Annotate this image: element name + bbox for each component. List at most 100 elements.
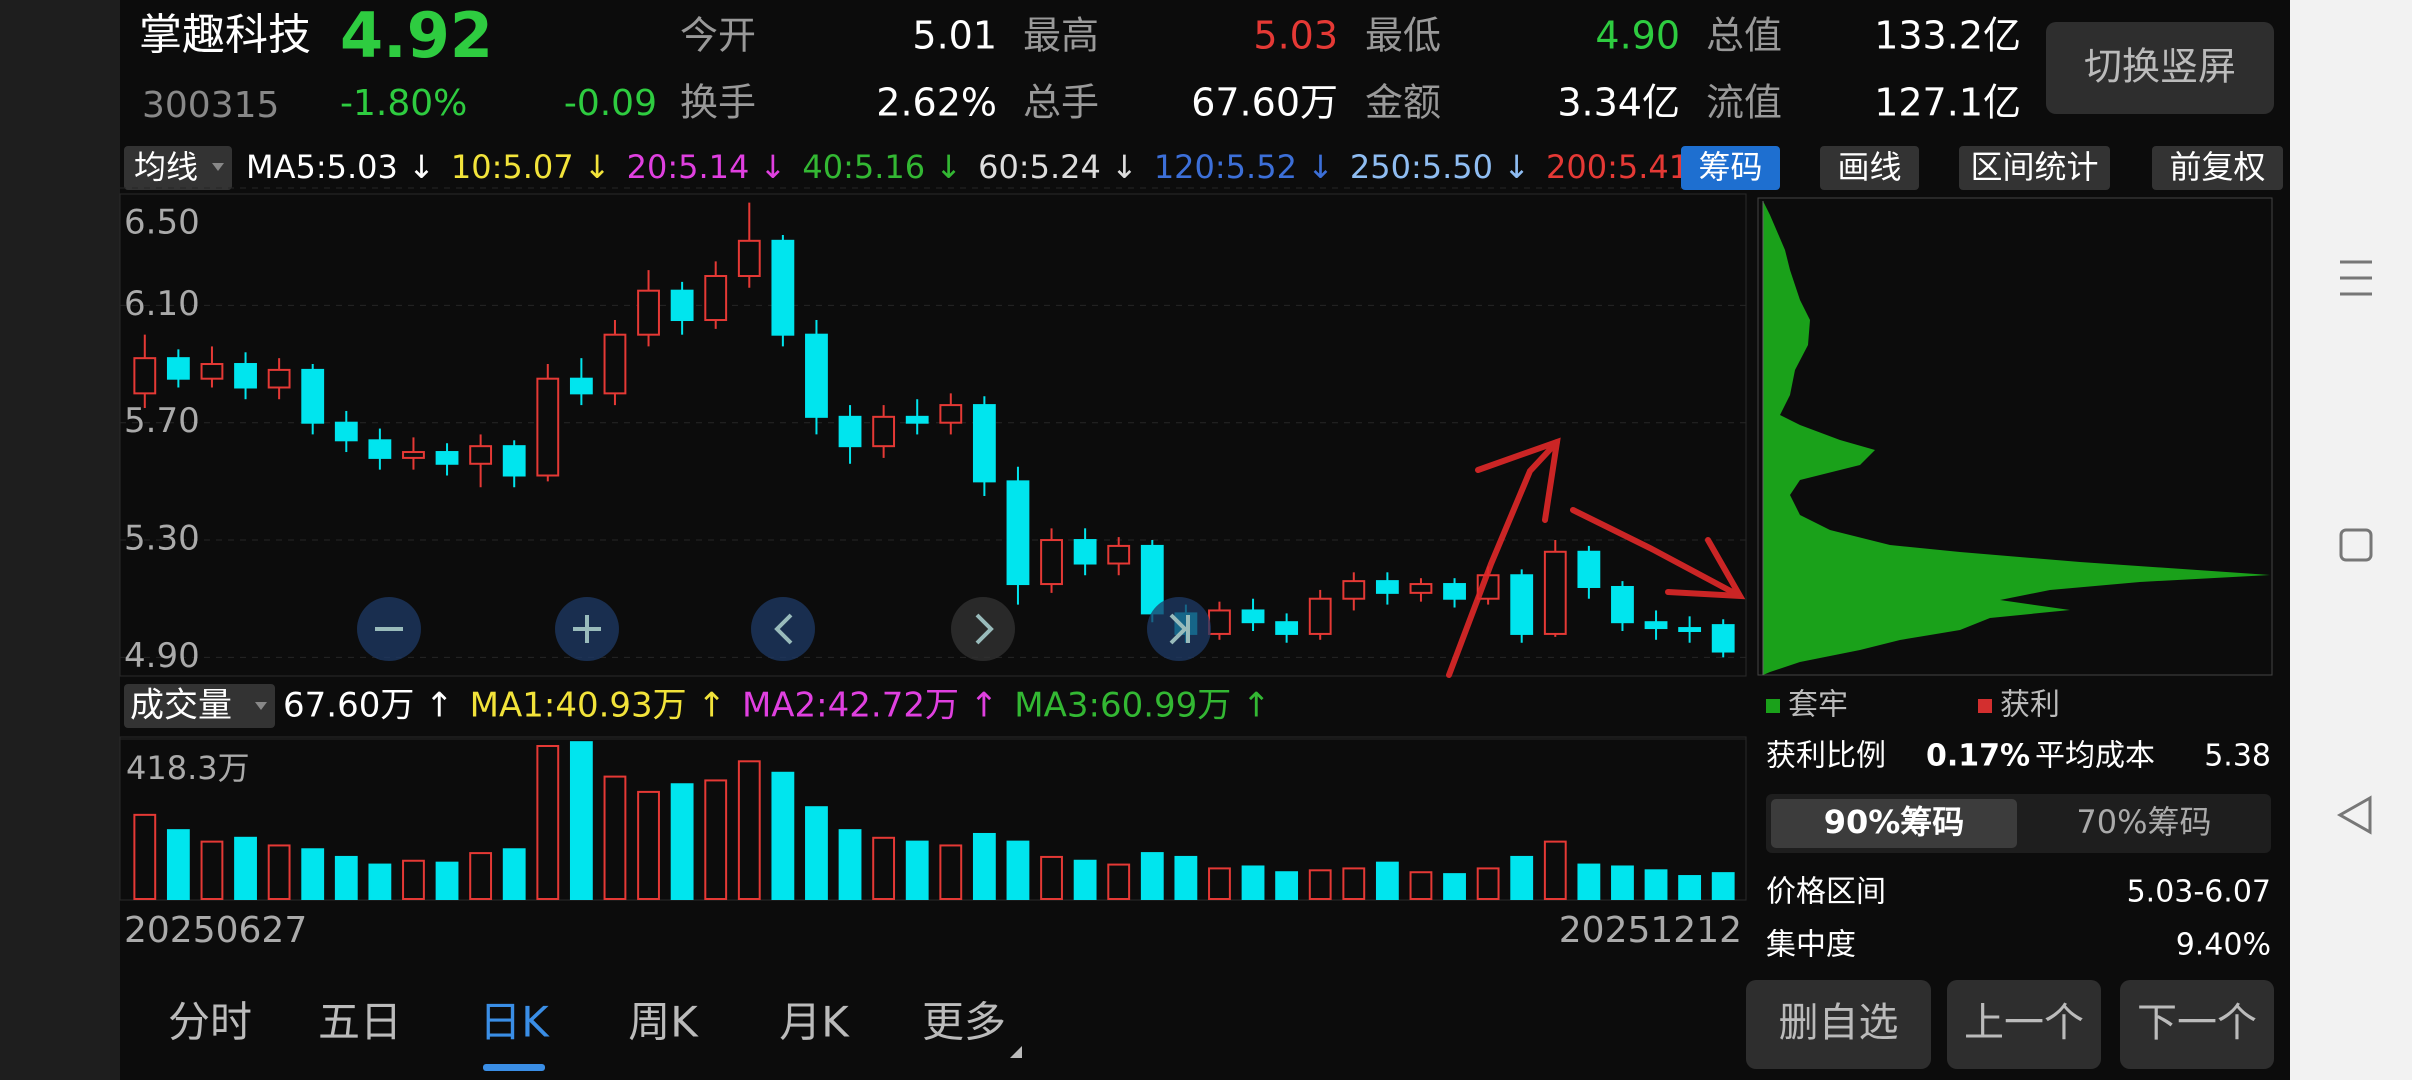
candle-body (502, 445, 526, 477)
volume-bar (234, 836, 257, 901)
ma-legend-item: 120:5.52 ↓ (1154, 148, 1334, 186)
volume-bar (1308, 869, 1332, 900)
candle-body (1241, 609, 1265, 624)
candle-body (637, 289, 660, 336)
volume-bar (1611, 865, 1634, 900)
volume-bar (569, 741, 593, 900)
candle-body (805, 333, 828, 418)
tab-underline (483, 1064, 545, 1071)
action-button[interactable] (2120, 980, 2274, 1069)
home-icon[interactable] (2339, 528, 2373, 562)
volume-bar (939, 844, 963, 900)
stat-value: 5.01 (912, 14, 997, 58)
stat-label: 总手 (1023, 81, 1099, 125)
volume-frame (119, 736, 1747, 901)
volume-bar (267, 844, 291, 900)
ma-legend-item: 250:5.50 ↓ (1350, 148, 1530, 186)
avg-cost-label: 平均成本 (2035, 739, 2155, 774)
volume-bar (905, 840, 929, 901)
action-button[interactable] (1947, 980, 2101, 1069)
scroll-end-button[interactable] (1147, 597, 1211, 661)
chip-tab-label[interactable]: 70%筹码 (2076, 803, 2211, 841)
switch-button-label[interactable]: 切换竖屏 (2084, 45, 2236, 89)
volume-bar (368, 863, 392, 901)
chip-tab-label[interactable]: 90%筹码 (1824, 803, 1965, 841)
volume-bar (1107, 863, 1131, 901)
chip-tab-selected[interactable] (1771, 799, 2017, 848)
y-tick-label: 5.70 (124, 401, 200, 441)
volume-bar (1510, 855, 1534, 900)
chip-distribution (1763, 201, 2270, 675)
y-tick-label: 4.90 (124, 636, 200, 676)
candle-body (670, 289, 694, 322)
stat-value: 5.03 (1253, 14, 1338, 58)
menu-icon[interactable] (2340, 260, 2372, 296)
bottom-tab[interactable]: 月K (779, 998, 850, 1047)
volume-bar (301, 848, 325, 900)
candle-body (1678, 627, 1702, 632)
scroll-left-button[interactable] (751, 597, 815, 661)
volume-bar (536, 744, 560, 900)
volume-bar (637, 790, 660, 901)
bottom-tab[interactable]: 分时 (168, 998, 252, 1047)
range-label: 价格区间 (1766, 875, 1886, 910)
action-button-label[interactable]: 上一个 (1964, 1000, 2084, 1046)
bottom-tab[interactable]: 更多 (922, 998, 1006, 1047)
action-button-label[interactable]: 下一个 (2137, 1000, 2257, 1046)
action-button-label[interactable]: 删自选 (1779, 1000, 1899, 1046)
tool-button-label[interactable]: 区间统计 (1970, 148, 2098, 186)
concentration: 9.40% (2176, 928, 2271, 963)
dropdown-arrow (212, 163, 224, 171)
back-icon[interactable] (2336, 795, 2372, 835)
candle-body (1644, 621, 1668, 630)
scroll-right-button[interactable] (951, 597, 1015, 661)
candle-body (1040, 539, 1063, 586)
more-indicator (1010, 1046, 1022, 1058)
volume-bar (469, 852, 493, 900)
volume-bar (805, 806, 828, 900)
volume-bar (972, 832, 996, 901)
candle-body (1510, 574, 1534, 635)
bottom-tab[interactable]: 五日 (318, 998, 402, 1047)
change-percent: -1.80% (340, 83, 467, 124)
switch-button[interactable] (2046, 22, 2274, 114)
bottom-tab[interactable]: 日K (479, 998, 550, 1047)
legend-label: 获利 (2000, 688, 2060, 723)
tool-button[interactable] (1959, 146, 2110, 190)
ma-legend-item: 60:5.24 ↓ (978, 148, 1138, 186)
candle-body (133, 357, 157, 395)
candle-body (267, 368, 291, 389)
arrow-up-head (1475, 437, 1561, 523)
volume-bar (1644, 869, 1668, 900)
candle-body (1611, 585, 1634, 624)
stock-code: 300315 (142, 85, 279, 126)
volume-bar (1006, 840, 1030, 901)
chart-frame (119, 193, 1747, 677)
candle-body (1006, 480, 1030, 586)
stock-price: 4.92 (340, 0, 493, 72)
bottom-tab[interactable]: 周K (628, 998, 699, 1047)
candle-body (1073, 539, 1097, 565)
stock-name: 掌趣科技 (139, 11, 311, 61)
volume-bar (502, 848, 526, 900)
legend-swatch (1766, 699, 1780, 713)
action-button[interactable] (1746, 980, 1931, 1069)
tool-button[interactable] (1820, 146, 1919, 190)
volume-title[interactable]: 成交量 (130, 686, 232, 726)
ma-legend-item: MA5:5.03 ↓ (246, 148, 435, 186)
tool-button-label[interactable]: 画线 (1837, 148, 1901, 186)
nav-icons (2336, 260, 2373, 835)
tool-button-label[interactable]: 筹码 (1698, 148, 1762, 186)
tool-button[interactable] (1681, 146, 1780, 190)
volume-selector[interactable] (124, 684, 275, 728)
candle-body (972, 404, 996, 483)
candle-body (737, 239, 761, 278)
ma-selector[interactable] (124, 146, 232, 190)
tool-button[interactable] (2152, 146, 2283, 190)
volume-bar (435, 861, 459, 900)
volume-bar (200, 840, 224, 901)
ma-legend-item: 20:5.14 ↓ (627, 148, 787, 186)
tool-button-label[interactable]: 前复权 (2169, 148, 2265, 186)
stat-label: 今开 (680, 14, 756, 58)
ma-selector-label[interactable]: 均线 (134, 148, 198, 186)
